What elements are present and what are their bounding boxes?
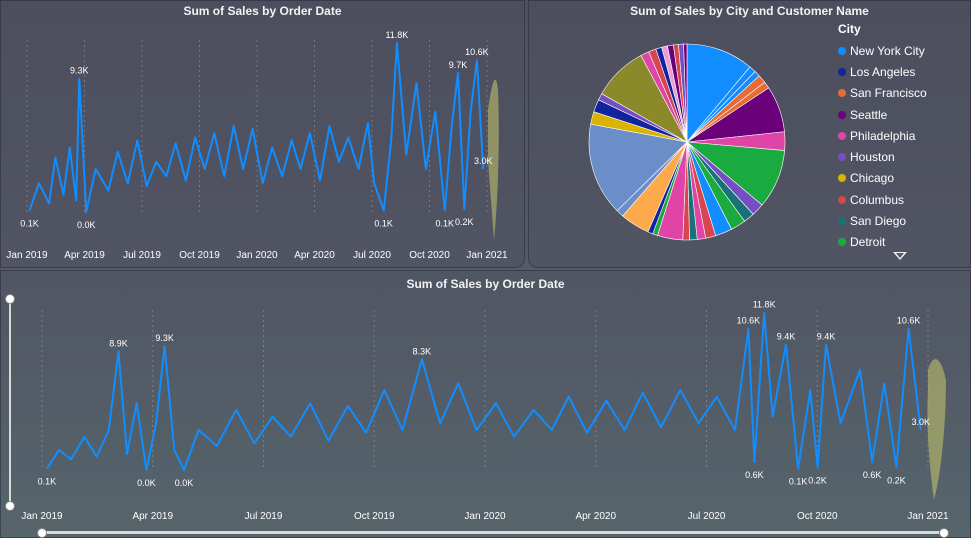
legend-item[interactable]: Seattle bbox=[838, 104, 927, 125]
data-label: 0.2K bbox=[808, 475, 827, 485]
line-chart-bottom[interactable]: Jan 2019 Apr 2019 Jul 2019 Oct 2019 Jan 2020… bbox=[0, 270, 971, 538]
data-label: 9.4K bbox=[817, 332, 836, 342]
legend-label: New York City bbox=[850, 43, 925, 58]
x-tick-label: Jan 2019 bbox=[6, 250, 48, 261]
data-label: 0.0K bbox=[137, 478, 156, 488]
legend-dot-icon bbox=[838, 46, 846, 55]
data-label: 0.6K bbox=[745, 470, 764, 480]
x-tick-label: Apr 2020 bbox=[294, 250, 335, 261]
x-tick-label: Jan 2019 bbox=[21, 511, 63, 522]
legend-dot-icon bbox=[838, 195, 846, 204]
pie-chart[interactable] bbox=[585, 40, 789, 244]
data-label: 11.8K bbox=[753, 300, 776, 310]
legend-label: San Diego bbox=[850, 214, 907, 229]
data-label: 3.0K bbox=[474, 156, 493, 166]
legend-label: Columbus bbox=[850, 192, 905, 207]
legend-label: Los Angeles bbox=[850, 64, 916, 79]
data-label: 9.7K bbox=[449, 60, 468, 70]
data-label: 0.1K bbox=[20, 219, 39, 229]
pie-slice[interactable] bbox=[588, 123, 688, 212]
legend: New York City Los Angeles San Francisco Sea… bbox=[838, 40, 927, 253]
legend-scroll-down-icon[interactable] bbox=[893, 252, 907, 260]
legend-label: Detroit bbox=[850, 235, 886, 250]
legend-title: City bbox=[838, 22, 861, 36]
legend-dot-icon bbox=[838, 67, 846, 76]
x-tick-label: Oct 2020 bbox=[797, 511, 838, 522]
pie-slice[interactable] bbox=[683, 43, 688, 143]
legend-label: San Francisco bbox=[850, 86, 927, 101]
x-tick-label: Apr 2020 bbox=[575, 511, 616, 522]
data-label: 9.3K bbox=[70, 66, 89, 76]
data-label: 10.6K bbox=[897, 316, 921, 326]
pie-slice[interactable] bbox=[686, 43, 751, 143]
data-label: 0.0K bbox=[77, 220, 96, 230]
x-tick-label: Jul 2020 bbox=[353, 250, 391, 261]
legend-dot-icon bbox=[838, 131, 846, 140]
legend-item[interactable]: Houston bbox=[838, 146, 927, 167]
legend-item[interactable]: Chicago bbox=[838, 168, 927, 189]
data-label: 0.2K bbox=[887, 475, 906, 485]
legend-dot-icon bbox=[838, 174, 846, 183]
x-zoom-handle-right[interactable] bbox=[939, 528, 949, 538]
data-label: 8.9K bbox=[109, 338, 128, 348]
x-tick-label: Oct 2019 bbox=[354, 511, 395, 522]
legend-label: Houston bbox=[850, 150, 895, 165]
data-label: 0.1K bbox=[374, 219, 393, 229]
x-tick-label: Jul 2019 bbox=[245, 511, 283, 522]
forecast-band bbox=[488, 79, 499, 240]
forecast-band bbox=[927, 359, 946, 500]
x-tick-label: Jan 2021 bbox=[907, 511, 949, 522]
x-tick-label: Jan 2021 bbox=[466, 250, 508, 261]
data-label: 10.6K bbox=[465, 47, 489, 57]
x-tick-label: Jan 2020 bbox=[464, 511, 506, 522]
data-label: 11.8K bbox=[385, 30, 408, 40]
data-label: 10.6K bbox=[737, 316, 761, 326]
y-zoom-handle-bottom[interactable] bbox=[5, 501, 15, 511]
data-label: 0.1K bbox=[789, 477, 808, 487]
legend-item[interactable]: Los Angeles bbox=[838, 61, 927, 82]
data-label: 0.2K bbox=[455, 217, 474, 227]
line-chart-panel-bottom[interactable]: Sum of Sales by Order Date bbox=[0, 270, 971, 538]
data-label: 0.0K bbox=[175, 478, 194, 488]
x-tick-label: Oct 2019 bbox=[179, 250, 220, 261]
line-chart-top[interactable]: Jan 2019 Apr 2019 Jul 2019 Oct 2019 Jan 2020… bbox=[0, 0, 525, 268]
legend-dot-icon bbox=[838, 153, 846, 162]
legend-dot-icon bbox=[838, 110, 846, 119]
legend-dot-icon bbox=[838, 238, 846, 247]
y-zoom-handle-top[interactable] bbox=[5, 294, 15, 304]
x-tick-label: Jan 2020 bbox=[236, 250, 278, 261]
legend-label: Philadelphia bbox=[850, 128, 916, 143]
legend-item[interactable]: Detroit bbox=[838, 232, 927, 253]
chart-title: Sum of Sales by City and Customer Name bbox=[630, 4, 869, 18]
legend-label: Chicago bbox=[850, 171, 895, 186]
legend-item[interactable]: Columbus bbox=[838, 189, 927, 210]
x-tick-label: Jul 2019 bbox=[123, 250, 161, 261]
sales-line[interactable] bbox=[28, 41, 485, 213]
legend-label: Seattle bbox=[850, 107, 888, 122]
chart-title: Sum of Sales by Order Date bbox=[406, 277, 565, 291]
legend-item[interactable]: Philadelphia bbox=[838, 125, 927, 146]
data-label: 9.4K bbox=[777, 332, 796, 342]
legend-item[interactable]: San Diego bbox=[838, 210, 927, 231]
x-zoom-slider[interactable] bbox=[42, 531, 946, 534]
legend-dot-icon bbox=[838, 89, 846, 98]
data-label: 0.1K bbox=[436, 219, 455, 229]
legend-item[interactable]: New York City bbox=[838, 40, 927, 61]
data-label: 0.6K bbox=[863, 470, 882, 480]
data-label: 8.3K bbox=[413, 346, 432, 356]
data-label: 3.0K bbox=[911, 417, 930, 427]
data-label: 9.3K bbox=[155, 333, 174, 343]
x-tick-label: Apr 2019 bbox=[132, 511, 173, 522]
data-label: 0.1K bbox=[38, 477, 57, 487]
x-tick-label: Oct 2020 bbox=[409, 250, 450, 261]
sales-line[interactable] bbox=[46, 311, 922, 471]
x-zoom-handle-left[interactable] bbox=[37, 528, 47, 538]
x-tick-label: Jul 2020 bbox=[688, 511, 726, 522]
legend-dot-icon bbox=[838, 217, 846, 226]
x-tick-label: Apr 2019 bbox=[64, 250, 105, 261]
y-zoom-slider[interactable] bbox=[9, 298, 11, 506]
chart-title: Sum of Sales by Order Date bbox=[183, 4, 342, 18]
legend-item[interactable]: San Francisco bbox=[838, 83, 927, 104]
